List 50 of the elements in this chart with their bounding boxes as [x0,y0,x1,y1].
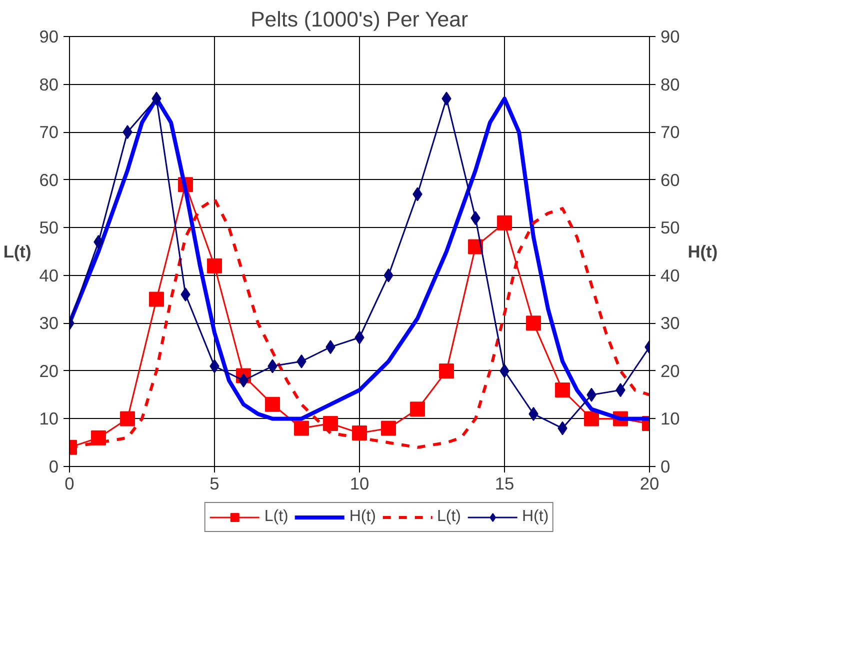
legend-label: H(t) [349,508,376,526]
point [294,420,309,436]
point [439,363,454,378]
point [555,382,570,398]
point [238,374,248,388]
chart-title: Pelts (1000's) Per Year [250,8,468,32]
x-tick-label: 10 [350,474,370,494]
y2-axis-title: H(t) [688,242,718,262]
y-tick-label: 0 [48,456,59,476]
point [180,288,190,302]
y2-tick-label: 10 [660,408,680,429]
legend-label: L(t) [264,508,288,526]
point [265,396,280,412]
point [354,330,364,344]
point [91,430,106,446]
legend-label: H(t) [522,508,549,526]
x-tick-label: 0 [64,474,74,494]
point [323,416,338,431]
y2-tick-label: 70 [660,122,680,142]
y2-tick-label: 60 [660,170,680,190]
legend-label: L(t) [437,508,461,526]
y-tick-label: 30 [39,313,59,334]
y-tick-label: 80 [39,74,59,94]
y-tick-label: 90 [39,26,59,46]
y-tick-label: 50 [39,218,59,238]
point [120,411,135,426]
y2-tick-label: 50 [660,218,680,238]
y2-tick-label: 80 [660,74,680,94]
x-tick-label: 20 [640,474,660,494]
y2-tick-label: 30 [660,313,680,334]
point [381,420,396,436]
y2-tick-label: 20 [660,360,680,381]
point [497,215,512,230]
y-axis-title: L(t) [3,242,32,262]
point [149,292,164,307]
x-tick-label: 5 [210,474,220,494]
y2-tick-label: 0 [660,456,670,476]
point [584,411,599,426]
y2-tick-label: 40 [660,265,680,286]
y-tick-label: 20 [39,360,59,381]
y-tick-label: 70 [39,122,59,142]
point [207,258,222,274]
point [410,402,425,417]
y-tick-label: 10 [39,408,59,429]
y-tick-label: 40 [39,265,59,286]
y2-tick-label: 90 [660,26,680,46]
y-tick-label: 60 [39,170,59,190]
point [526,316,541,331]
x-tick-label: 15 [494,474,514,494]
point [352,426,367,441]
